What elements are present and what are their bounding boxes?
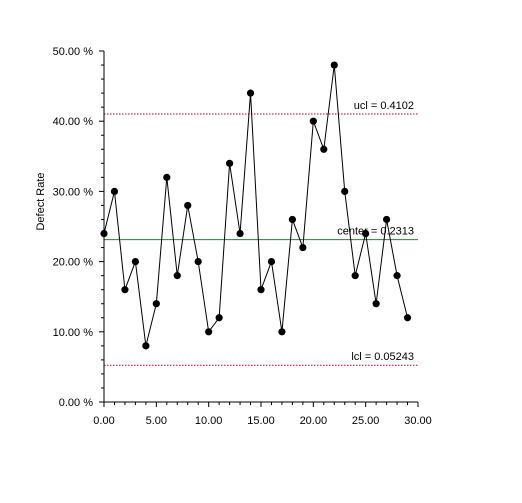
data-point: [131, 258, 139, 266]
y-tick-label: 30.00 %: [53, 186, 94, 198]
data-point: [121, 286, 129, 294]
data-point: [257, 286, 265, 294]
x-tick-label: 0.00: [93, 415, 114, 427]
data-point: [110, 187, 119, 195]
data-point: [163, 173, 171, 181]
y-axis-label: Defect Rate: [35, 172, 47, 230]
data-point: [215, 314, 223, 322]
control-line-labels: ucl = 0.4102 center = 0.2313 lcl = 0.05243: [337, 100, 414, 363]
data-point: [246, 89, 255, 97]
x-tick-label: 20.00: [300, 415, 328, 427]
data-point: [226, 159, 234, 167]
control-line-label: ucl = 0.4102: [354, 100, 414, 112]
x-tick-label: 5.00: [146, 415, 167, 427]
data-point: [205, 328, 213, 336]
data-point: [299, 243, 307, 252]
x-tick-label: 10.00: [195, 415, 223, 427]
tick-labels: 0.00 % 10.00 % 20.00 % 30.00 % 40.00 % 50.00 …: [53, 46, 432, 427]
y-tick-label: 0.00 %: [59, 397, 93, 409]
data-point: [383, 215, 391, 224]
data-point: [351, 272, 359, 280]
y-tick-label: 40.00 %: [53, 116, 94, 128]
data-point: [372, 300, 380, 308]
data-points: [100, 61, 412, 350]
data-point: [236, 229, 244, 238]
series-line: [103, 64, 409, 346]
data-point: [320, 145, 328, 153]
data-point: [152, 300, 160, 308]
data-point: [393, 272, 401, 280]
control-line-label: lcl = 0.05243: [351, 351, 414, 363]
y-tick-label: 10.00 %: [53, 327, 94, 339]
data-point: [142, 342, 150, 350]
control-line-label: center = 0.2313: [337, 226, 414, 238]
axes: [99, 50, 419, 407]
data-point: [184, 201, 192, 210]
data-point: [309, 117, 317, 125]
data-point: [288, 215, 296, 224]
control-lines: [104, 113, 418, 366]
data-point: [278, 328, 286, 336]
x-tick-label: 25.00: [352, 415, 380, 427]
x-tick-label: 30.00: [404, 415, 432, 427]
data-point: [330, 61, 338, 69]
data-point: [173, 272, 181, 280]
data-point: [403, 314, 412, 322]
data-series-line: [103, 64, 409, 346]
y-tick-label: 20.00 %: [53, 257, 94, 269]
data-point: [362, 229, 370, 238]
data-point: [341, 187, 349, 195]
data-point: [267, 258, 276, 266]
data-point: [194, 258, 202, 266]
y-tick-label: 50.00 %: [53, 46, 94, 58]
x-tick-label: 15.00: [247, 415, 275, 427]
